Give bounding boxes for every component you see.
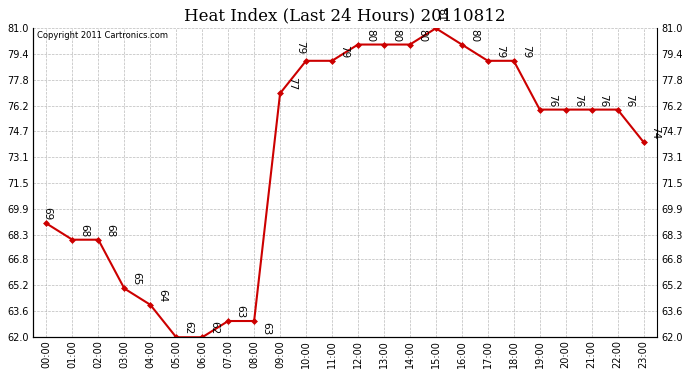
Text: 62: 62 bbox=[183, 321, 193, 334]
Text: 79: 79 bbox=[295, 40, 305, 54]
Text: 76: 76 bbox=[624, 94, 635, 107]
Text: 80: 80 bbox=[417, 28, 427, 42]
Text: 68: 68 bbox=[79, 224, 89, 237]
Text: 69: 69 bbox=[42, 207, 52, 220]
Text: 77: 77 bbox=[287, 77, 297, 90]
Text: 79: 79 bbox=[339, 45, 349, 58]
Text: Copyright 2011 Cartronics.com: Copyright 2011 Cartronics.com bbox=[37, 32, 168, 40]
Text: 79: 79 bbox=[495, 45, 505, 58]
Text: 63: 63 bbox=[235, 305, 245, 318]
Text: 80: 80 bbox=[391, 28, 401, 42]
Text: 62: 62 bbox=[209, 321, 219, 334]
Text: 63: 63 bbox=[261, 322, 271, 335]
Text: 76: 76 bbox=[599, 94, 609, 107]
Text: 80: 80 bbox=[469, 28, 479, 42]
Text: 76: 76 bbox=[573, 94, 582, 107]
Text: 64: 64 bbox=[157, 289, 167, 302]
Title: Heat Index (Last 24 Hours) 20110812: Heat Index (Last 24 Hours) 20110812 bbox=[184, 7, 506, 24]
Text: 74: 74 bbox=[651, 126, 660, 140]
Text: 81: 81 bbox=[436, 8, 446, 21]
Text: 65: 65 bbox=[131, 273, 141, 286]
Text: 79: 79 bbox=[521, 45, 531, 58]
Text: 76: 76 bbox=[546, 94, 557, 107]
Text: 80: 80 bbox=[365, 28, 375, 42]
Text: 68: 68 bbox=[106, 224, 115, 237]
